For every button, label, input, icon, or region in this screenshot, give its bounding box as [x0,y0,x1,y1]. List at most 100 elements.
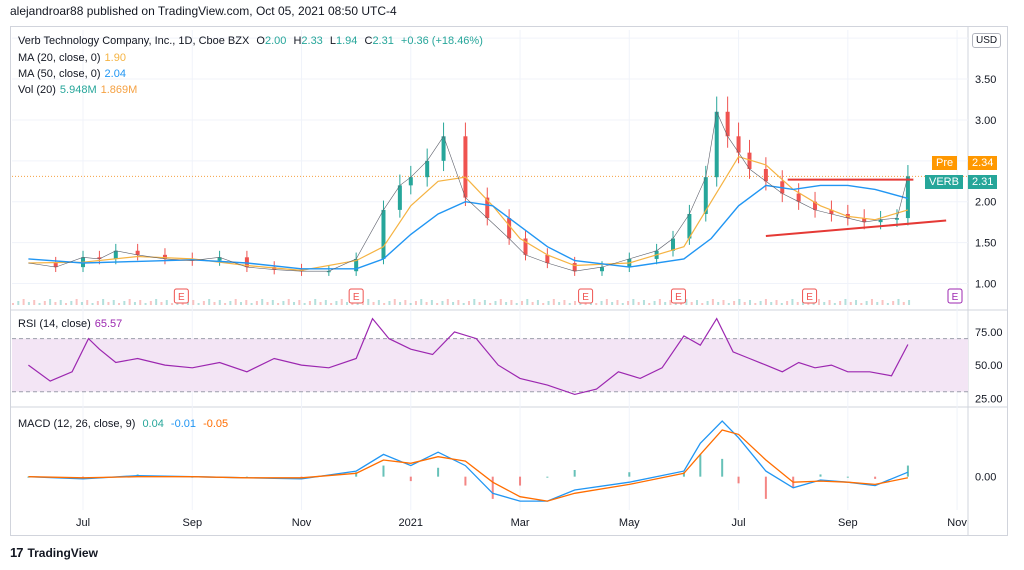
volume-bar [43,301,46,305]
ma20-legend: MA (20, close, 0) 1.90 [18,52,126,64]
macd-value-1: 0.04 [142,418,164,430]
close-value: 2.31 [372,35,394,47]
macd-histogram-bar [737,476,740,484]
footer-brand[interactable]: 17 TradingView [10,545,98,560]
volume-bar [754,303,757,305]
volume-bar [118,303,121,305]
volume-bar [38,303,41,305]
volume-bar [870,299,873,305]
earnings-marker-label: E [353,292,360,303]
volume-bar [298,300,301,305]
candle-body [894,218,899,220]
high-value: 2.33 [301,35,323,47]
volume-bar [786,301,789,305]
earnings-marker-label: E [806,292,813,303]
macd-histogram-bar [906,465,909,477]
volume-bar [12,303,14,305]
symbol-title: Verb Technology Company, Inc., 1D, Cboe … [18,35,250,47]
volume-bar [886,303,889,305]
candle-body [135,250,140,255]
macd-value-3: -0.05 [203,418,229,430]
pre-price-tag: Pre [932,156,958,170]
volume-bar [383,303,386,305]
earnings-marker [578,288,594,304]
volume-bar [505,302,508,305]
candle-body [485,197,490,219]
volume-bar [356,303,359,305]
candle-body [862,218,867,223]
earnings-marker-label: E [582,292,589,303]
volume-bar [377,300,380,305]
macd-histogram-bar [764,476,767,499]
volume-bar [600,301,603,305]
volume-bar [733,301,736,305]
chart-frame[interactable] [10,26,1008,536]
volume-bar [409,303,412,305]
currency-button[interactable]: USD [972,33,1002,48]
volume-bar [414,301,417,305]
candle-body [113,250,118,259]
volume-bar [648,303,651,305]
volume-bar [483,300,486,305]
macd-histogram-bar [437,467,440,477]
x-tick-label: 2021 [399,517,423,529]
volume-bar [425,302,428,305]
x-tick-label: Nov [292,517,312,529]
volume-bar [536,300,539,305]
volume-bar [308,301,311,305]
volume-bar [775,300,778,305]
macd-histogram-bar [519,476,522,486]
candle-body [162,254,167,259]
volume-bar [770,302,773,305]
verb-price-value: 2.31 [968,175,998,189]
volume-bar [515,303,518,305]
candle-body [217,257,222,261]
volume-bar [595,303,598,305]
volume-bar [892,301,895,305]
x-tick-label: Jul [732,517,746,529]
candle-body [796,193,801,202]
verb-price-tag: VERB [925,175,963,189]
candle-body [244,257,249,268]
volume-bar [49,299,52,305]
volume-bar [738,299,741,305]
volume-bar [144,303,147,305]
pre-price-value: 2.34 [968,156,998,170]
volume-bar [552,299,555,305]
volume-bar [839,301,842,305]
x-tick-label: Sep [182,517,202,529]
ma20-value: 1.90 [104,52,126,64]
volume-bar [213,302,216,305]
volume-bar [849,302,852,305]
volume-bar [314,299,317,305]
price-tick-label: 2.00 [975,197,996,209]
tradingview-label: TradingView [27,545,98,560]
volume-bar [441,301,444,305]
volume-bar [642,300,645,305]
volume-bar [711,299,714,305]
vol-value-2: 1.869M [100,84,138,96]
volume-bar [881,300,884,305]
volume-bar [293,302,296,305]
volume-bar [107,302,110,305]
volume-bar [234,299,237,305]
volume-bar [287,299,290,305]
volume-bar [473,299,476,305]
volume-bar [876,302,879,305]
volume-bar [749,300,752,305]
macd-value-2: -0.01 [170,418,196,430]
volume-bar [128,299,131,305]
price-tick-label: 3.00 [975,115,996,127]
volume-bar [695,300,698,305]
candle-body [326,271,331,273]
published-line: alejandroar88 published on TradingView.c… [10,4,397,18]
volume-bar [271,300,274,305]
volume-bar [632,299,635,305]
volume-bar [701,303,704,305]
macd-histogram-bar [464,476,467,486]
rsi-tick-label: 75.00 [975,327,1003,339]
volume-bar [197,303,200,305]
volume-bar [245,300,248,305]
volume-bar [743,302,746,305]
